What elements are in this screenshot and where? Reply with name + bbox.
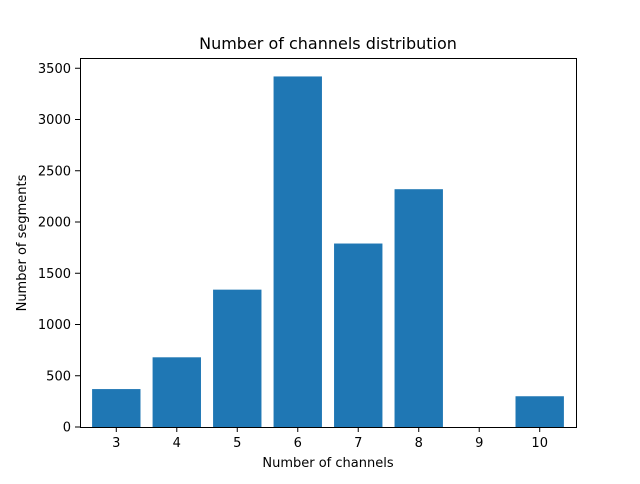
bar-4 [152,357,201,427]
bars-group [92,76,564,427]
y-tick-label: 3500 [38,62,71,77]
y-tick-label: 0 [63,421,71,436]
bar-5 [213,289,262,427]
y-tick-label: 500 [46,369,71,384]
x-tick-label: 9 [475,436,483,451]
y-tick-label: 3000 [38,113,71,128]
y-tick-label: 1000 [38,318,71,333]
x-axis-label: Number of channels [262,456,393,471]
x-tick-label: 8 [415,436,423,451]
x-axis-ticks: 3 4 5 6 7 8 9 10 [112,427,548,451]
y-tick-label: 1500 [38,267,71,282]
plot-frame [80,58,577,428]
x-tick-label: 10 [531,436,548,451]
x-tick-label: 4 [173,436,181,451]
x-tick-label: 7 [354,436,362,451]
bar-6 [273,76,322,427]
bar-8 [394,189,443,427]
x-tick-label: 5 [233,436,241,451]
chart-title: Number of channels distribution [199,34,457,53]
y-axis-label: Number of segments [15,174,30,311]
y-tick-label: 2500 [38,164,71,179]
bar-10 [515,396,564,427]
x-tick-label: 3 [112,436,120,451]
y-axis-ticks: 0 500 1000 1500 2000 2500 3000 3500 [38,62,80,436]
y-tick-label: 2000 [38,216,71,231]
x-tick-label: 6 [294,436,302,451]
bar-3 [92,389,141,427]
bar-7 [334,243,383,427]
